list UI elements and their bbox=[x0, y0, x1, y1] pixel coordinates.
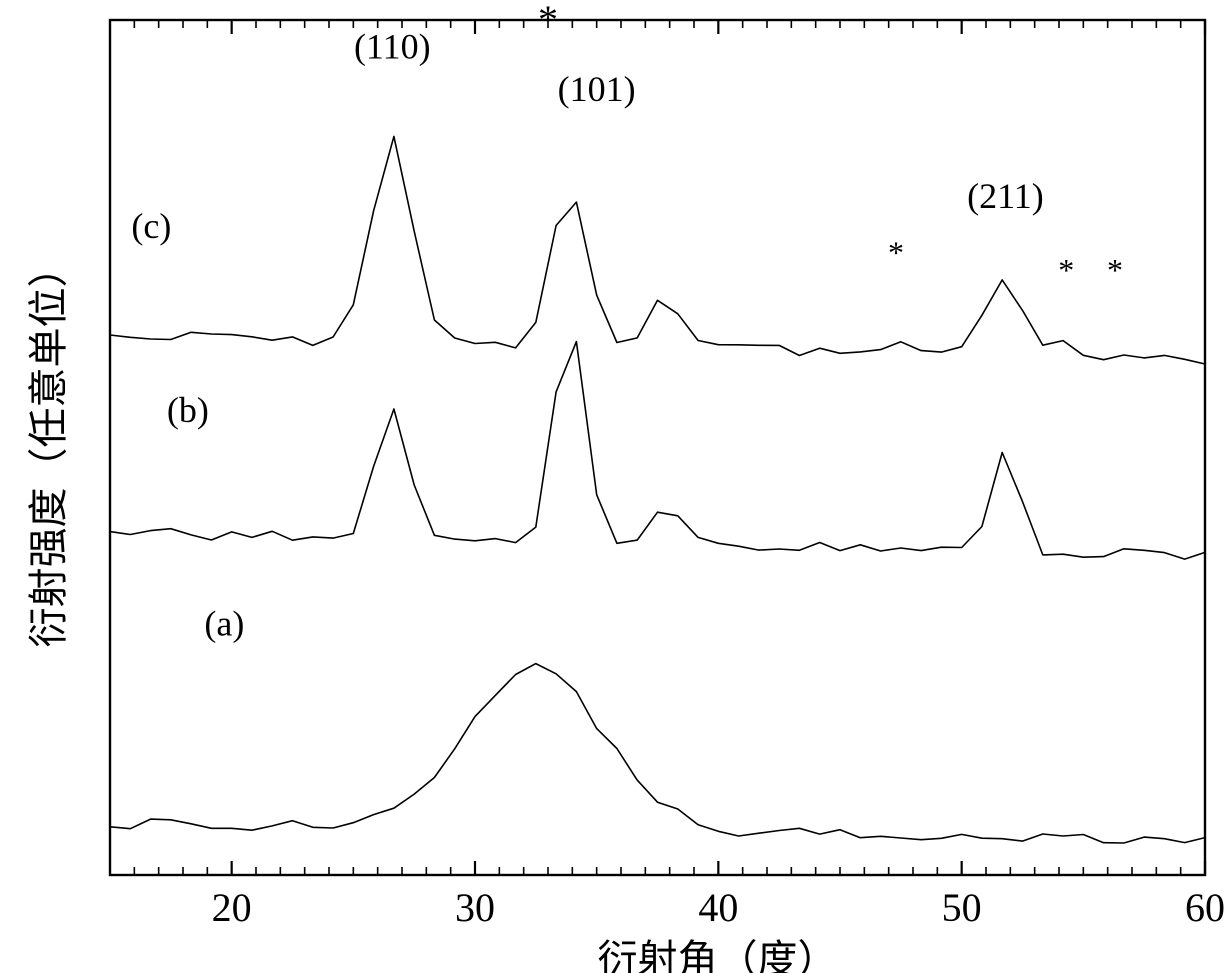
plot-area bbox=[0, 0, 1226, 973]
y-axis-label: 衍射强度（任意单位） bbox=[26, 248, 71, 648]
x-tick-label: 40 bbox=[698, 885, 738, 930]
x-axis-label: 衍射角（度） bbox=[598, 937, 838, 973]
x-tick-label: 30 bbox=[455, 885, 495, 930]
annotation: * bbox=[1107, 252, 1123, 288]
annotation: (101) bbox=[558, 69, 636, 109]
series-label-c: (c) bbox=[131, 206, 171, 246]
x-tick-label: 60 bbox=[1185, 885, 1225, 930]
x-tick-label: 50 bbox=[942, 885, 982, 930]
annotation: (211) bbox=[967, 176, 1044, 216]
series-label-a: (a) bbox=[204, 604, 244, 644]
annotation: * bbox=[538, 0, 558, 42]
x-tick-label: 20 bbox=[212, 885, 252, 930]
chart-svg: 2030405060 (a)(b)(c) (110)*(101)(211)***… bbox=[0, 0, 1226, 973]
annotation: (110) bbox=[354, 26, 431, 66]
series-label-b: (b) bbox=[167, 390, 209, 430]
xrd-chart: 2030405060 (a)(b)(c) (110)*(101)(211)***… bbox=[0, 0, 1226, 973]
annotation: * bbox=[1058, 252, 1074, 288]
annotation: * bbox=[888, 235, 904, 271]
